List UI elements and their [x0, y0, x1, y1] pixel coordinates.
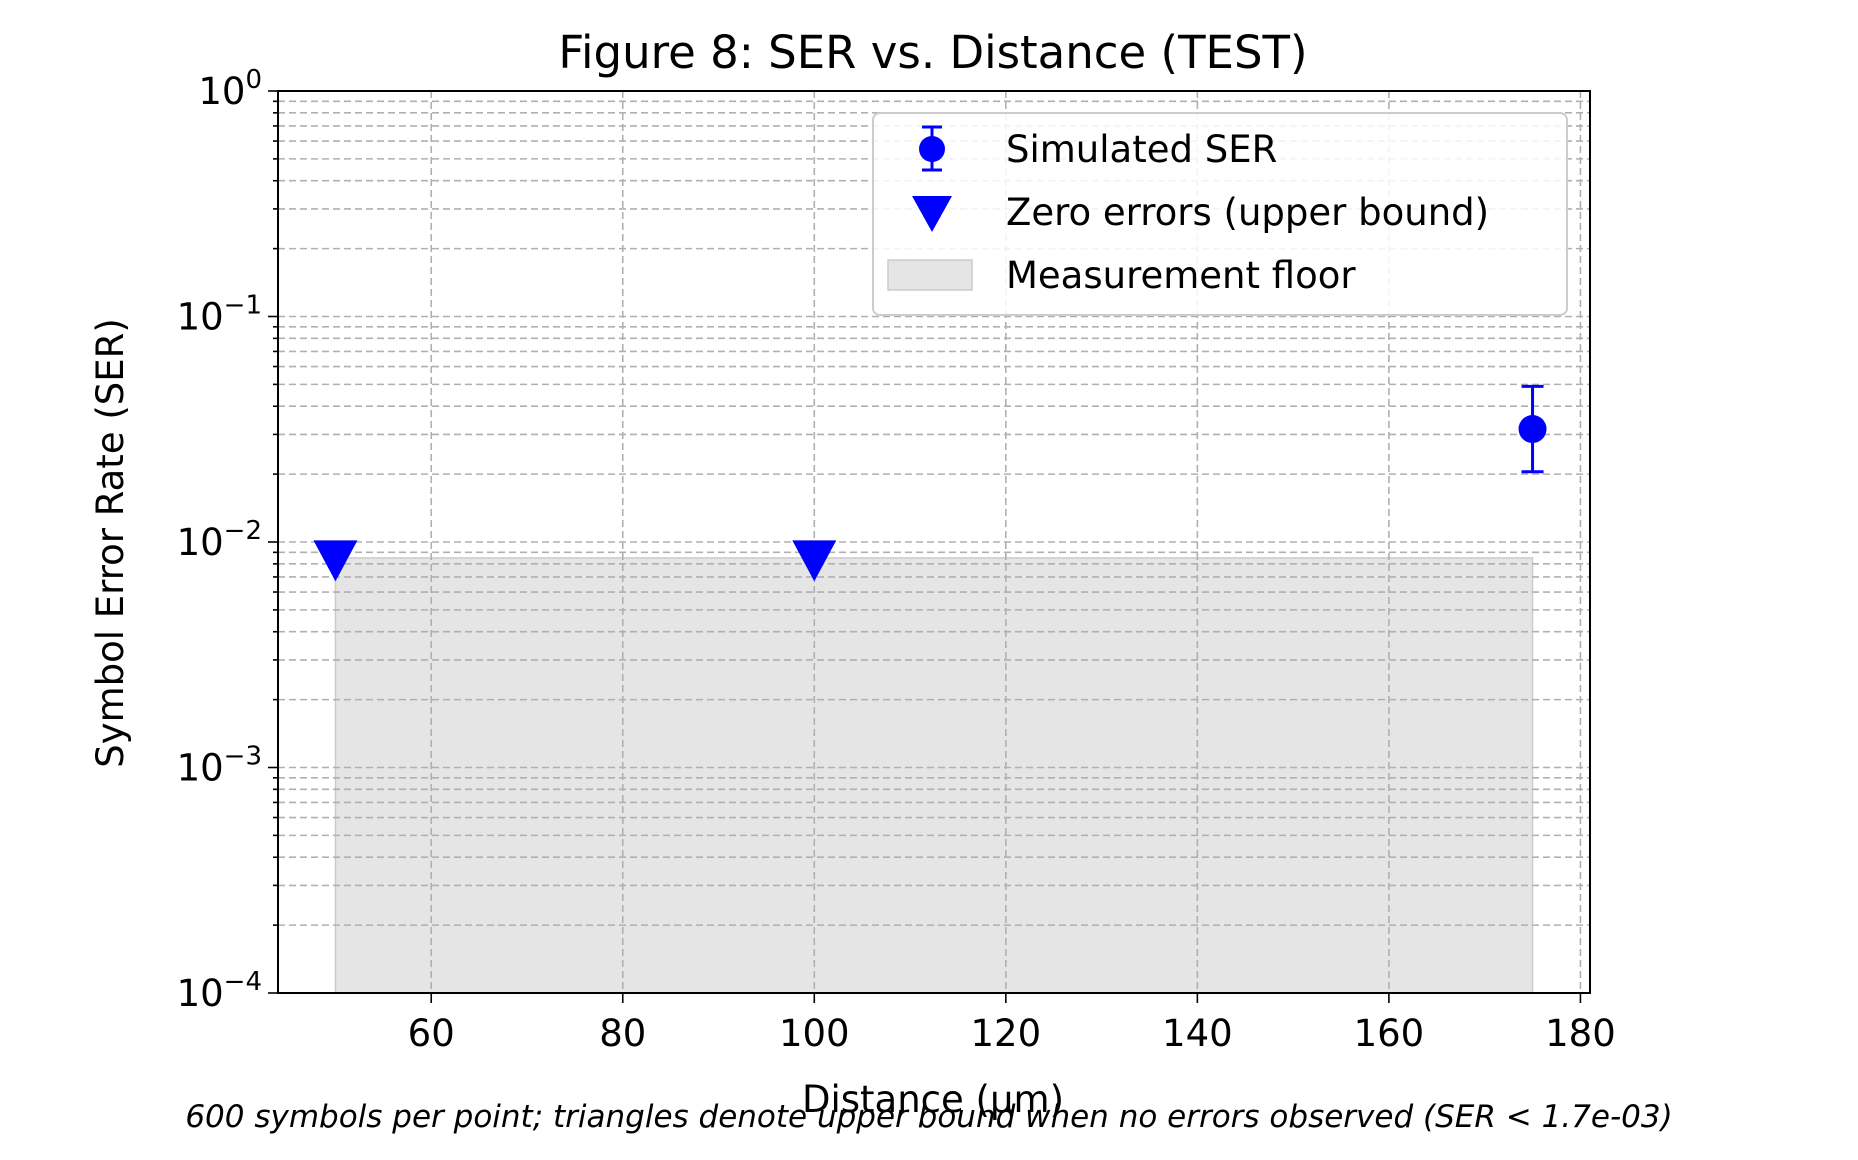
x-tick-label: 60 [408, 1012, 455, 1055]
y-axis-label: Symbol Error Rate (SER) [89, 318, 132, 768]
y-tick-label: 10−2 [177, 516, 262, 564]
legend-label-zero-errors: Zero errors (upper bound) [1006, 191, 1489, 234]
simulated-ser-point [1518, 415, 1547, 444]
legend-measurement-floor-swatch [887, 259, 973, 291]
y-tick-label: 10−3 [177, 742, 262, 790]
x-tick-label: 120 [971, 1012, 1042, 1055]
x-tick-label: 160 [1354, 1012, 1425, 1055]
x-tick-label: 100 [779, 1012, 850, 1055]
x-tick-label: 180 [1545, 1012, 1616, 1055]
zero-error-triangle-marker [313, 540, 358, 582]
zero-error-triangle-marker [792, 540, 837, 582]
measurement-floor-area [334, 557, 1534, 994]
y-tick-label: 100 [198, 65, 262, 113]
x-tick-label: 80 [599, 1012, 646, 1055]
y-tick-label: 10−1 [177, 291, 262, 339]
y-tick-label: 10−4 [177, 967, 262, 1015]
legend-label-measurement-floor: Measurement floor [1006, 254, 1356, 297]
legend-label-simulated-ser: Simulated SER [1006, 128, 1277, 171]
x-axis-label: Distance (µm) [802, 1078, 1064, 1121]
x-tick-label: 140 [1162, 1012, 1233, 1055]
plot-frame [277, 90, 1591, 994]
chart-title: Figure 8: SER vs. Distance (TEST) [558, 26, 1307, 79]
legend-box [872, 112, 1568, 316]
legend-zero-errors-marker [912, 196, 952, 232]
legend-simulated-ser-marker [919, 125, 945, 172]
chart-caption: 600 symbols per point; triangles denote … [185, 1099, 1672, 1135]
